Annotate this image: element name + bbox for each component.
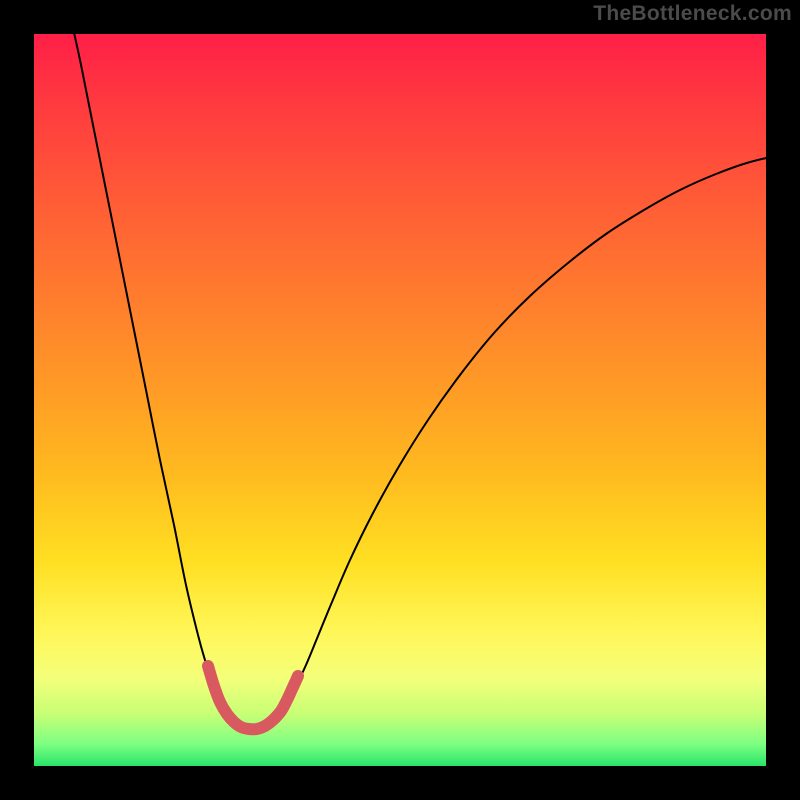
watermark-text: TheBottleneck.com — [593, 2, 792, 26]
plot-background — [34, 34, 766, 766]
bottleneck-curve-chart — [0, 0, 800, 800]
chart-container: TheBottleneck.com — [0, 0, 800, 800]
